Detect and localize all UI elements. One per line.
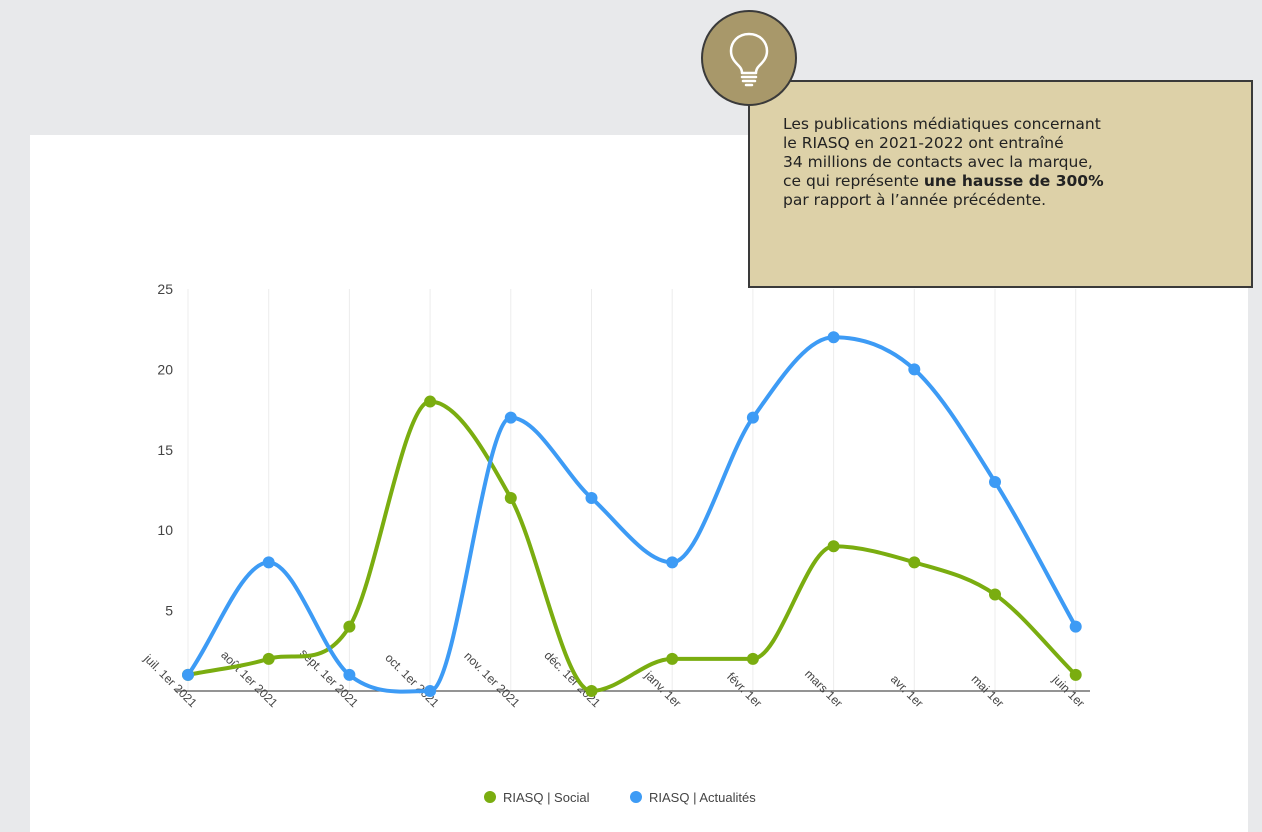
callout-text: Les publications médiatiques concernant … (783, 115, 1238, 210)
data-point[interactable] (504, 411, 517, 424)
data-point[interactable] (262, 556, 275, 569)
data-point[interactable] (908, 556, 921, 569)
legend-marker (630, 791, 642, 803)
data-point[interactable] (262, 652, 275, 665)
x-tick-label: juil. 1er 2021 (141, 651, 200, 710)
data-point[interactable] (908, 363, 921, 376)
legend-marker (484, 791, 496, 803)
data-point[interactable] (989, 588, 1001, 601)
series-lines (186, 335, 1078, 694)
callout-line-part: ce qui représente (783, 172, 924, 190)
y-axis-ticks: 5 10 15 20 25 (157, 281, 173, 619)
legend-label[interactable]: RIASQ | Actualités (649, 790, 756, 805)
data-point[interactable] (343, 620, 356, 633)
callout-line: ce qui représente une hausse de 300% (783, 172, 1238, 191)
data-point[interactable] (989, 475, 1001, 488)
data-point[interactable] (504, 492, 517, 505)
data-point[interactable] (343, 668, 356, 681)
data-point[interactable] (424, 685, 437, 697)
y-tick-label: 15 (157, 442, 173, 458)
x-tick-label: févr. 1er (724, 670, 765, 711)
series-points (182, 331, 1082, 697)
lightbulb-icon (729, 32, 769, 87)
data-point[interactable] (1069, 668, 1082, 681)
x-tick-label: nov. 1er 2021 (461, 649, 522, 710)
callout-highlight: une hausse de 300% (923, 172, 1104, 190)
x-tick-label: janv. 1er (641, 668, 684, 711)
data-point[interactable] (585, 685, 598, 697)
data-point[interactable] (1069, 620, 1082, 633)
data-point[interactable] (666, 652, 679, 665)
x-tick-label: mars 1er (802, 667, 845, 710)
grid-lines (187, 289, 1077, 691)
callout-line: par rapport à l’année précédente. (783, 191, 1047, 209)
x-tick-label: oct. 1er 2021 (382, 651, 442, 711)
callout-line: Les publications médiatiques concernant (783, 115, 1101, 133)
data-point[interactable] (746, 652, 759, 665)
legend-label[interactable]: RIASQ | Social (503, 790, 590, 805)
callout-line: 34 millions de contacts avec la marque, (783, 153, 1093, 171)
lightbulb-badge (701, 10, 797, 106)
y-tick-label: 20 (157, 361, 173, 377)
legend: RIASQ | Social RIASQ | Actualités (484, 790, 756, 805)
series-line (186, 335, 1078, 694)
data-point[interactable] (585, 492, 598, 505)
series-line (186, 399, 1078, 694)
data-point[interactable] (827, 331, 840, 344)
data-point[interactable] (424, 395, 437, 408)
y-tick-label: 10 (157, 522, 173, 538)
callout-line: le RIASQ en 2021-2022 ont entraîné (783, 134, 1064, 152)
y-tick-label: 25 (157, 281, 173, 297)
y-tick-label: 5 (165, 603, 173, 619)
x-tick-label: déc. 1er 2021 (541, 648, 603, 710)
data-point[interactable] (182, 668, 194, 681)
callout-box (748, 80, 1253, 288)
data-point[interactable] (666, 556, 679, 569)
data-point[interactable] (746, 411, 759, 424)
data-point[interactable] (827, 540, 840, 553)
